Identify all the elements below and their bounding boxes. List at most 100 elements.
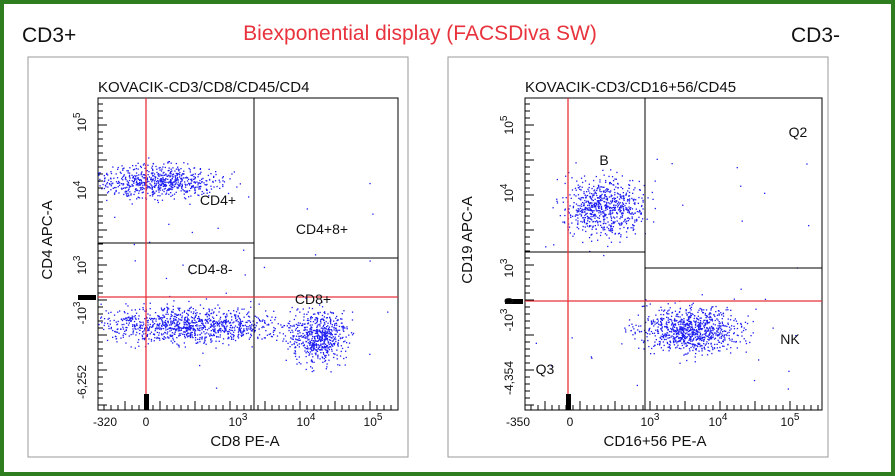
event-dot (215, 347, 217, 349)
event-dot (621, 212, 623, 214)
event-dot (697, 318, 699, 320)
event-dot (305, 355, 307, 358)
event-dot (720, 342, 723, 344)
event-dot (298, 343, 300, 345)
event-dot (336, 324, 338, 326)
event-dot (669, 348, 671, 350)
event-dot (152, 191, 154, 193)
event-dot (590, 212, 592, 215)
event-dot (652, 321, 654, 323)
event-dot (307, 311, 309, 313)
event-dot (316, 326, 318, 329)
event-dot (697, 343, 699, 345)
event-dot (642, 201, 644, 203)
event-dot (104, 178, 106, 180)
event-dot (298, 346, 300, 348)
event-dot (735, 320, 738, 322)
event-dot (183, 193, 185, 195)
event-dot (635, 208, 637, 210)
event-dot (191, 174, 193, 177)
event-dot (603, 216, 605, 218)
event-dot (163, 315, 165, 317)
event-dot (602, 223, 604, 225)
event-dot (621, 204, 623, 206)
event-dot (668, 321, 670, 323)
event-dot (593, 214, 596, 216)
event-dot (140, 321, 142, 324)
event-dot (319, 320, 322, 322)
event-dot (743, 338, 745, 340)
event-dot (639, 211, 641, 213)
event-dot (163, 190, 165, 193)
event-dot (584, 211, 586, 213)
event-dot (239, 320, 242, 322)
event-dot (725, 309, 727, 311)
event-dot (135, 172, 138, 174)
event-dot (185, 176, 188, 178)
event-dot (117, 168, 119, 170)
event-dot (190, 331, 192, 334)
event-dot (135, 328, 137, 330)
event-dot (681, 338, 683, 340)
event-dot (699, 320, 702, 322)
event-dot (346, 342, 348, 344)
event-dot (175, 319, 177, 321)
event-dot (192, 312, 194, 315)
event-dot (321, 332, 323, 335)
event-dot (671, 331, 673, 333)
event-dot (115, 173, 117, 175)
event-dot (196, 324, 198, 326)
event-dot (314, 344, 316, 346)
event-dot (262, 319, 264, 321)
event-dot (157, 337, 160, 339)
event-dot (194, 312, 197, 315)
event-dot (322, 352, 324, 354)
event-dot (228, 337, 230, 339)
event-dot (722, 331, 724, 333)
event-dot (585, 197, 587, 199)
event-dot (208, 168, 210, 170)
event-dot (646, 336, 648, 338)
event-dot (325, 354, 327, 357)
event-dot (186, 180, 189, 182)
event-dot (599, 198, 602, 201)
event-dot (569, 194, 571, 196)
event-dot (136, 189, 139, 192)
event-dot (629, 208, 631, 211)
event-dot (202, 323, 204, 326)
event-dot (137, 341, 139, 343)
event-dot (305, 341, 307, 343)
event-dot (316, 340, 318, 342)
event-dot (303, 329, 305, 331)
event-dot (167, 331, 169, 333)
event-dot (580, 205, 583, 207)
event-dot (156, 326, 158, 328)
event-dot (115, 189, 117, 192)
event-dot (604, 218, 606, 220)
event-dot (582, 209, 584, 211)
event-dot (697, 331, 699, 333)
event-dot (706, 323, 708, 325)
event-dot (178, 169, 180, 171)
event-dot (691, 325, 693, 327)
event-dot (620, 197, 623, 199)
event-dot (345, 350, 347, 352)
event-dot (173, 300, 175, 302)
event-dot (689, 333, 691, 335)
event-dot (586, 200, 588, 202)
event-dot (674, 319, 676, 321)
event-dot (194, 319, 196, 321)
event-dot (594, 225, 596, 227)
event-dot (163, 336, 165, 338)
event-dot (693, 329, 695, 332)
event-dot (198, 194, 200, 197)
event-dot (322, 347, 324, 349)
gate-label: Q3 (536, 361, 555, 377)
event-dot (177, 314, 179, 316)
event-dot (116, 331, 119, 333)
event-dot (163, 179, 165, 181)
event-dot (187, 313, 189, 315)
event-dot (147, 313, 149, 315)
event-dot (181, 315, 183, 317)
event-dot (657, 332, 660, 334)
